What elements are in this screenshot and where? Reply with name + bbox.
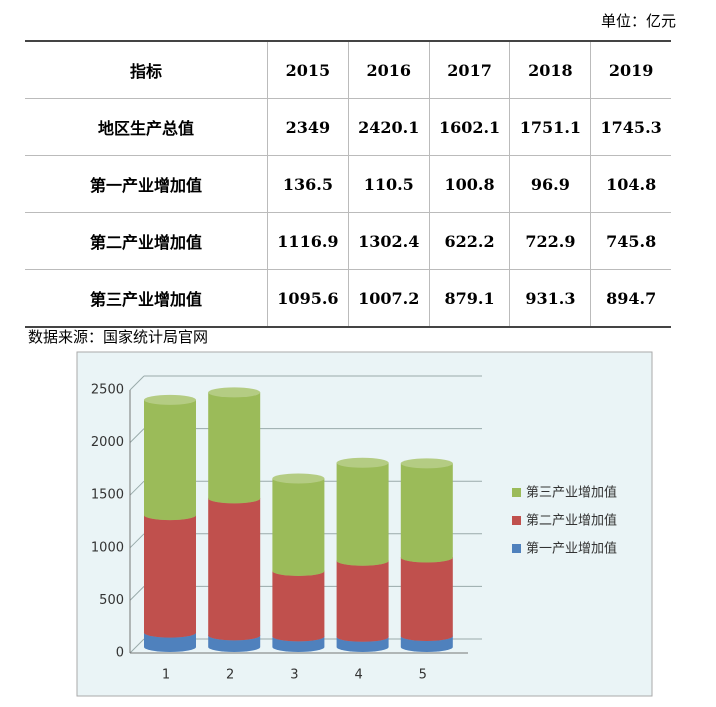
legend-swatch — [512, 488, 521, 497]
y-tick-label: 0 — [116, 646, 124, 661]
row: 第二产业增加值 1116.9 1302.4 622.2 722.9 745.8 — [25, 212, 671, 270]
bar-segment — [272, 570, 325, 642]
header-cell: 2017 — [428, 40, 511, 99]
row: 第一产业增加值 136.5 110.5 100.8 96.9 104.8 — [25, 155, 671, 213]
data-table: 指标 2015 2016 2017 2018 2019 地区生产总值 2349 2420.1 16… — [25, 40, 671, 328]
header-cell: 指标 — [25, 40, 268, 99]
cell: 1302.4 — [347, 212, 430, 270]
grid-line — [129, 638, 145, 654]
cell: 879.1 — [428, 269, 511, 328]
bar-segment — [144, 399, 196, 521]
bar-segment — [144, 515, 196, 638]
legend-label: 第三产业增加值 — [526, 485, 617, 501]
bar-cap — [336, 457, 389, 468]
x-tick-label: 1 — [162, 668, 170, 683]
grid-line — [129, 586, 145, 601]
y-tick-label: 2000 — [91, 435, 124, 450]
source: 数据来源：国家统计局官网 — [28, 328, 209, 346]
cell: 1602.1 — [428, 98, 511, 156]
bar-segment — [400, 463, 453, 563]
header-cell: 2015 — [267, 40, 349, 99]
cell: 1116.9 — [267, 212, 349, 270]
bar-cap — [400, 458, 453, 469]
bar-segment — [208, 392, 261, 504]
legend-label: 第二产业增加值 — [526, 513, 617, 529]
grid-line — [129, 428, 145, 443]
cell: 104.8 — [590, 155, 671, 213]
header-row: 指标 2015 2016 2017 2018 2019 — [25, 40, 671, 99]
cell: 894.7 — [590, 269, 671, 328]
cell: 110.5 — [347, 155, 430, 213]
cell: 2349 — [267, 98, 349, 156]
cell: 1745.3 — [590, 98, 671, 156]
cell: 第三产业增加值 — [25, 269, 268, 328]
bar-segment — [144, 632, 196, 652]
legend-swatch — [512, 544, 521, 553]
unit: 单位：亿元 — [600, 12, 676, 30]
y-tick-label: 1500 — [91, 488, 124, 503]
grid-line — [129, 480, 145, 496]
cell: 96.9 — [509, 155, 592, 213]
x-tick-label: 2 — [226, 668, 234, 683]
y-tick-label: 1000 — [91, 540, 124, 555]
cell: 1095.6 — [267, 269, 349, 328]
header-cell: 2019 — [590, 40, 671, 99]
cell: 第二产业增加值 — [25, 212, 268, 270]
cell: 136.5 — [267, 155, 349, 213]
cell: 622.2 — [428, 212, 511, 270]
cell: 745.8 — [590, 212, 671, 270]
bar-segment — [400, 557, 453, 641]
y-tick-label: 2500 — [91, 383, 124, 398]
grid-line — [129, 533, 145, 549]
legend-label: 第一产业增加值 — [526, 541, 617, 557]
row: 第三产业增加值 1095.6 1007.2 879.1 931.3 894.7 — [25, 269, 671, 328]
legend-swatch — [512, 516, 521, 525]
bar-cap — [208, 387, 261, 398]
grid-line — [129, 375, 145, 391]
bar-cap — [144, 394, 196, 405]
y-tick-label: 500 — [99, 593, 124, 608]
bar-segment — [272, 478, 325, 576]
cell: 931.3 — [509, 269, 592, 328]
x-tick-label: 4 — [354, 668, 362, 683]
bar-segment — [336, 560, 389, 642]
cell: 第一产业增加值 — [25, 155, 268, 213]
cell: 1007.2 — [347, 269, 430, 328]
x-tick-label: 5 — [419, 668, 427, 683]
x-tick-label: 3 — [290, 668, 298, 683]
bar-segment — [336, 462, 389, 566]
cell: 722.9 — [509, 212, 592, 270]
cell: 100.8 — [428, 155, 511, 213]
bar-cap — [272, 473, 325, 484]
bar-segment — [208, 498, 261, 641]
